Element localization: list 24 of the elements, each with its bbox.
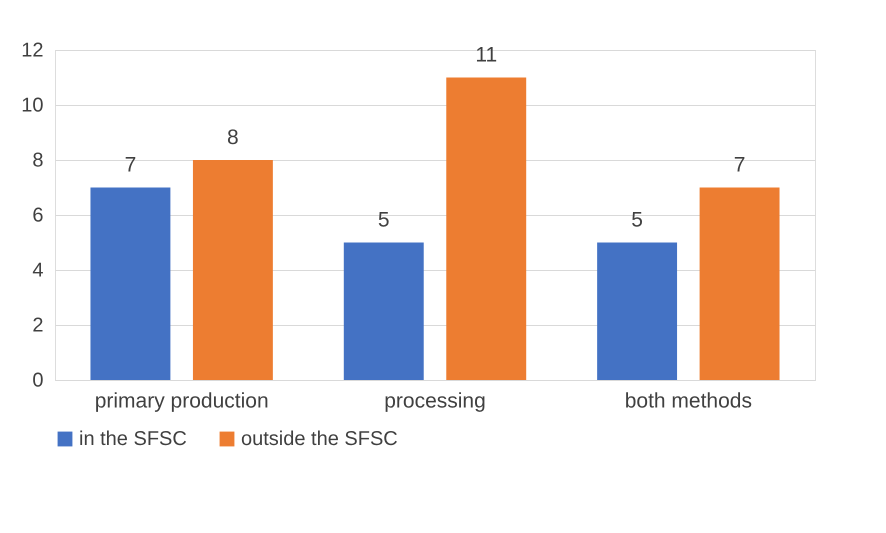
- data-label: 11: [475, 44, 498, 66]
- y-tick-label: 12: [21, 40, 44, 62]
- bar: [446, 78, 526, 380]
- y-tick-label: 2: [32, 314, 44, 336]
- data-label: 5: [378, 208, 390, 232]
- y-tick-label: 8: [32, 150, 44, 172]
- data-label: 7: [734, 154, 746, 176]
- data-label: 5: [631, 208, 643, 232]
- bar: [90, 188, 170, 380]
- bar: [344, 242, 424, 380]
- legend-label: in the SFSC: [79, 428, 187, 450]
- x-tick-label: processing: [384, 390, 486, 412]
- x-tick-label: both methods: [624, 390, 752, 412]
- data-label: 8: [227, 126, 239, 149]
- y-tick-label: 0: [32, 370, 44, 392]
- y-tick-label: 6: [32, 204, 44, 226]
- y-tick-label: 4: [32, 260, 44, 282]
- x-tick-label: primary production: [94, 390, 269, 412]
- bar: [700, 188, 780, 380]
- legend-label: outside the SFSC: [241, 428, 398, 450]
- bar: [192, 160, 273, 380]
- data-label: 7: [124, 154, 136, 176]
- bar: [597, 242, 678, 380]
- y-tick-label: 10: [21, 94, 44, 116]
